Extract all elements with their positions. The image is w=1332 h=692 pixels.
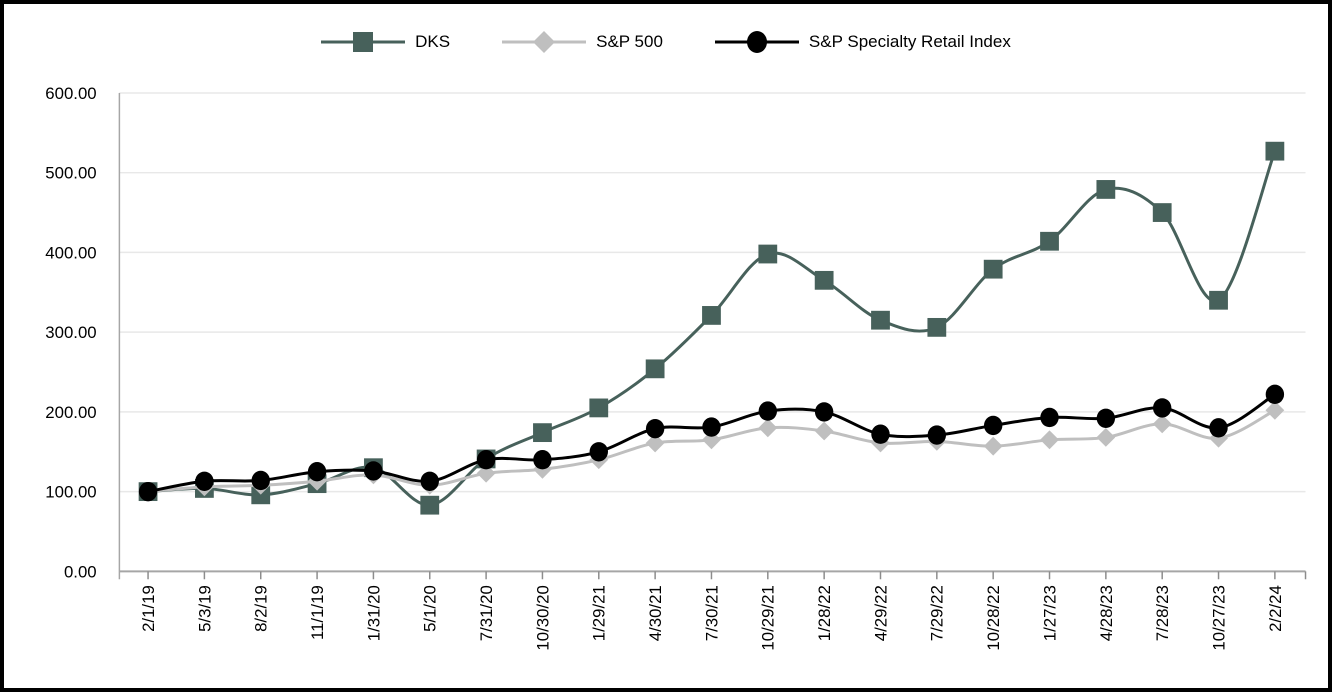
dks-marker-18: [1152, 203, 1172, 222]
s-p-specialty-retail-index-marker-1: [195, 471, 214, 491]
s-p-500-marker-11: [758, 418, 778, 438]
x-axis-tick-label: 5/3/19: [195, 585, 214, 632]
x-axis-tick-label: 2/2/24: [1266, 585, 1285, 632]
y-axis-tick-label: 500.00: [45, 164, 96, 183]
x-axis-tick-label: 8/2/19: [252, 585, 271, 632]
s-p-specialty-retail-index-marker-12: [814, 402, 834, 422]
s-p-500-marker-12: [814, 421, 834, 441]
x-axis-tick-label: 7/31/20: [477, 585, 496, 641]
x-axis-tick-label: 5/1/20: [421, 585, 440, 632]
s-p-specialty-retail-index-marker-15: [983, 415, 1003, 436]
y-axis-tick-label: 200.00: [45, 403, 96, 422]
s-p-specialty-retail-index-marker-3: [307, 462, 327, 482]
s-p-500-marker-16: [1040, 430, 1059, 450]
s-p-500-marker-20: [1265, 400, 1285, 420]
sp500-line-diamond-swatch: [502, 31, 587, 53]
x-axis-tick-label: 10/27/23: [1209, 585, 1228, 650]
specialty-retail-line-circle-swatch: [714, 31, 799, 53]
s-p-specialty-retail-index-marker-13: [871, 424, 890, 444]
dks-marker-7: [533, 423, 552, 443]
y-axis-tick-label: 0.00: [64, 562, 97, 581]
dks-marker-12: [814, 270, 834, 290]
dks-marker-8: [589, 398, 609, 418]
dks-marker-15: [983, 259, 1003, 279]
s-p-specialty-retail-index-marker-7: [533, 450, 552, 470]
dks-marker-14: [927, 317, 947, 337]
y-axis-tick-label: 100.00: [45, 483, 96, 502]
s-p-specialty-retail-index-marker-5: [420, 471, 439, 491]
line-chart-plot: 0.00 100.00 200.00 300.00 400.00 500.00 600.00…: [45, 84, 1307, 651]
y-axis-tick-label: 300.00: [45, 323, 96, 342]
dks-series-line: [147, 150, 1277, 507]
s-p-specialty-retail-index-marker-0: [138, 481, 158, 502]
legend-label-dks: DKS: [415, 32, 451, 51]
s-p-specialty-retail-index-marker-17: [1096, 408, 1116, 428]
s-p-specialty-retail-index-marker-16: [1040, 407, 1059, 428]
s-p-specialty-retail-index-marker-8: [589, 442, 608, 462]
s-p-500-marker-18: [1152, 414, 1172, 434]
s-p-500-marker-6: [476, 463, 496, 483]
dks-marker-9: [645, 359, 665, 379]
s-p-500-marker-9: [645, 433, 665, 453]
dks-marker-2: [251, 485, 271, 505]
x-axis-tick-label: 10/29/21: [759, 585, 778, 650]
dks-marker-17: [1096, 180, 1116, 199]
x-axis-tick-label: 11/1/19: [308, 585, 327, 640]
s-p-specialty-retail-index-marker-20: [1265, 384, 1285, 405]
s-p-specialty-retail-index-marker-19: [1209, 418, 1228, 438]
legend-item-dks: DKS: [321, 30, 450, 54]
legend-label-sp500: S&P 500: [596, 32, 663, 51]
x-axis-tick-label: 1/31/20: [364, 585, 383, 641]
legend-label-specialty-retail: S&P Specialty Retail Index: [808, 32, 1011, 51]
s-p-specialty-retail-index-marker-9: [645, 418, 665, 439]
s-p-specialty-retail-index-marker-6: [476, 450, 496, 470]
dks-marker-16: [1040, 231, 1059, 251]
x-axis-tick-label: 7/28/23: [1153, 585, 1172, 641]
dks-line-square-swatch: [321, 32, 406, 52]
x-axis-tick-label: 7/30/21: [702, 585, 721, 641]
dks-marker-11: [758, 244, 778, 264]
y-axis-tick-label: 400.00: [45, 243, 96, 262]
dks-marker-5: [420, 495, 440, 515]
s-p-specialty-retail-index-marker-2: [251, 470, 270, 491]
x-axis-tick-label: 1/28/22: [815, 585, 834, 641]
s-p-500-marker-15: [983, 436, 1003, 456]
legend-item-specialty-retail: S&P Specialty Retail Index: [714, 30, 1011, 54]
x-axis-tick-label: 1/27/23: [1040, 585, 1059, 641]
s-p-specialty-retail-index-marker-14: [927, 425, 947, 445]
dks-marker-13: [871, 310, 890, 330]
s-p-500-marker-17: [1096, 428, 1116, 447]
dks-marker-19: [1209, 290, 1228, 310]
s-p-specialty-retail-index-marker-4: [364, 461, 383, 481]
s-p-specialty-retail-index-marker-18: [1153, 398, 1172, 418]
dks-marker-10: [702, 306, 721, 325]
chart-legend: DKS S&P 500 S&P Specialty Retail Index: [4, 30, 1328, 54]
legend-item-sp500: S&P 500: [502, 30, 663, 54]
x-axis-tick-label: 4/29/22: [871, 585, 890, 641]
s-p-specialty-retail-index-marker-11: [758, 401, 778, 421]
x-axis-tick-label: 10/30/20: [533, 585, 552, 650]
x-axis-tick-label: 1/29/21: [590, 585, 609, 641]
x-axis-tick-label: 7/29/22: [928, 585, 947, 641]
x-axis-tick-label: 4/28/23: [1097, 585, 1116, 641]
x-axis-tick-label: 2/1/19: [139, 585, 158, 632]
x-axis-tick-label: 10/28/22: [984, 585, 1003, 650]
dks-marker-20: [1265, 141, 1285, 161]
x-axis-tick-label: 4/30/21: [646, 585, 665, 641]
s-p-specialty-retail-index-marker-10: [702, 417, 721, 437]
y-axis-tick-label: 600.00: [45, 84, 96, 103]
